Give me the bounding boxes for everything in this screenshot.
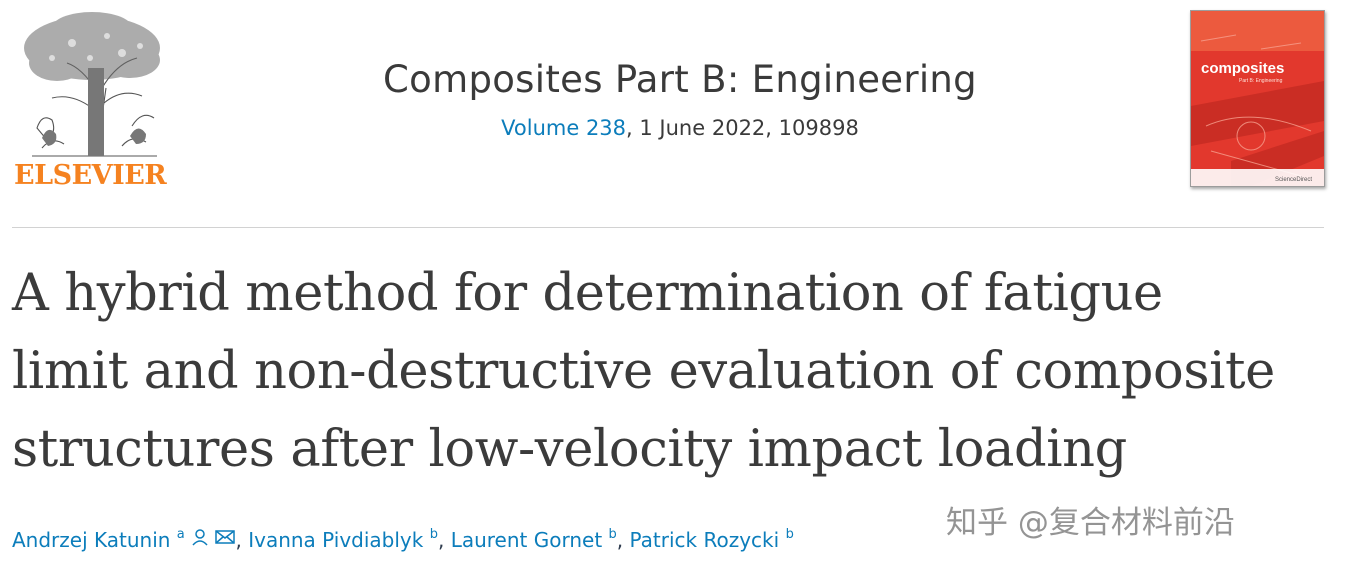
author-affiliation-mark[interactable]: b bbox=[785, 527, 794, 542]
author-name[interactable]: Andrzej Katunin bbox=[12, 528, 171, 552]
article-title-line: A hybrid method for determination of fat… bbox=[12, 264, 1163, 323]
elsevier-tree-icon bbox=[24, 12, 160, 157]
cover-subtitle: Part B: Engineering bbox=[1239, 78, 1283, 84]
author-separator: , bbox=[437, 528, 451, 552]
journal-cover-image: composites Part B: Engineering ScienceDi… bbox=[1191, 11, 1324, 186]
elsevier-logo[interactable]: ELSEVIER bbox=[12, 8, 172, 191]
header-divider bbox=[12, 227, 1324, 228]
zhihu-watermark: 知乎 @复合材料前沿 bbox=[946, 505, 1235, 541]
article-title-line: limit and non-destructive evaluation of … bbox=[12, 342, 1275, 401]
issue-details: , 1 June 2022, 109898 bbox=[626, 116, 859, 140]
author-separator: , bbox=[235, 528, 249, 552]
email-icon[interactable] bbox=[215, 529, 236, 545]
cover-title: composites bbox=[1201, 60, 1284, 77]
author-affiliation-mark[interactable]: b bbox=[429, 527, 438, 542]
author-separator: , bbox=[616, 528, 630, 552]
person-icon[interactable] bbox=[191, 528, 209, 546]
author-name[interactable]: Patrick Rozycki bbox=[629, 528, 780, 552]
issue-info: Volume 238, 1 June 2022, 109898 bbox=[300, 116, 1060, 140]
journal-header: Composites Part B: Engineering Volume 23… bbox=[300, 52, 1060, 140]
cover-footer: ScienceDirect bbox=[1275, 177, 1312, 183]
author-affiliation-mark[interactable]: b bbox=[608, 527, 617, 542]
journal-cover[interactable]: composites Part B: Engineering ScienceDi… bbox=[1190, 10, 1325, 187]
journal-title[interactable]: Composites Part B: Engineering bbox=[383, 58, 977, 101]
author-affiliation-mark[interactable]: a bbox=[176, 527, 185, 542]
author-list: Andrzej Katunin a , Ivanna Pivdiablyk b,… bbox=[12, 527, 794, 552]
article-title: A hybrid method for determination of fat… bbox=[12, 255, 1342, 489]
volume-link[interactable]: Volume 238 bbox=[501, 116, 627, 140]
author-name[interactable]: Ivanna Pivdiablyk bbox=[248, 528, 424, 552]
elsevier-wordmark: ELSEVIER bbox=[14, 160, 167, 191]
author-name[interactable]: Laurent Gornet bbox=[450, 528, 603, 552]
article-title-line: structures after low-velocity impact loa… bbox=[12, 420, 1127, 479]
